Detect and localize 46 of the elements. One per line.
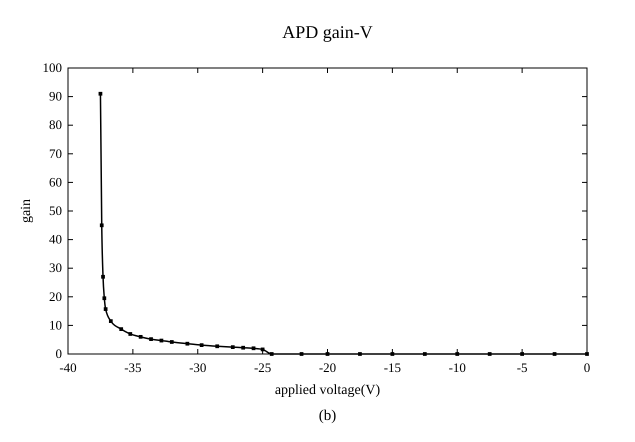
point	[585, 352, 589, 356]
point	[455, 352, 460, 356]
point	[552, 352, 556, 356]
point	[488, 352, 492, 356]
y-axis-title: gain	[19, 198, 34, 224]
point	[98, 92, 102, 96]
point	[390, 352, 394, 356]
point	[104, 307, 108, 311]
chart-title: APD gain-V	[282, 22, 373, 42]
point	[422, 352, 427, 356]
x-tick-label: -5	[516, 360, 528, 375]
point	[326, 352, 330, 356]
y-tick-label: 90	[49, 88, 62, 104]
x-tick-label: -25	[254, 360, 272, 375]
x-tick-label: -15	[384, 360, 402, 375]
y-tick-label: 40	[49, 232, 62, 247]
point	[128, 332, 132, 336]
point	[119, 327, 124, 331]
x-tick-label: 0	[584, 360, 590, 375]
y-tick-label: 70	[49, 146, 62, 161]
point	[252, 346, 256, 350]
x-tick-label: -10	[448, 360, 466, 375]
y-tick-label: 10	[49, 317, 62, 332]
point	[170, 340, 174, 344]
y-tick-label: 60	[49, 174, 62, 190]
point	[101, 274, 105, 279]
point	[358, 352, 362, 356]
point	[300, 352, 304, 356]
point	[149, 337, 153, 341]
x-tick-label: -30	[189, 360, 206, 375]
point	[260, 348, 264, 352]
point	[270, 352, 274, 356]
x-tick-label: -40	[59, 360, 77, 375]
text: (b)	[318, 408, 336, 424]
point	[108, 319, 113, 323]
point	[520, 352, 524, 356]
x-tick-label: -35	[124, 360, 142, 375]
y-tick-label: 80	[49, 117, 62, 132]
y-tick-label: 30	[49, 260, 62, 276]
y-tick-label: 20	[49, 288, 62, 304]
x-axis-title: applied voltage(V)	[274, 383, 381, 398]
y-tick-label: 100	[42, 60, 62, 75]
x-tick-label: -20	[318, 360, 336, 375]
point	[160, 338, 164, 342]
y-tick-label: 50	[49, 203, 62, 218]
y-tick-label: 0	[56, 346, 62, 361]
